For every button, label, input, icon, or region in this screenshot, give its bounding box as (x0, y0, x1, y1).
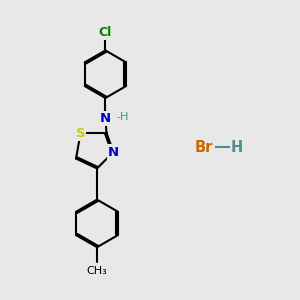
Text: Cl: Cl (99, 26, 112, 38)
Text: H: H (231, 140, 243, 154)
Text: N: N (108, 146, 119, 158)
Text: N: N (100, 112, 111, 125)
Text: Br: Br (194, 140, 213, 154)
Text: S: S (76, 127, 85, 140)
Text: -H: -H (117, 112, 129, 122)
Text: CH₃: CH₃ (87, 266, 107, 276)
